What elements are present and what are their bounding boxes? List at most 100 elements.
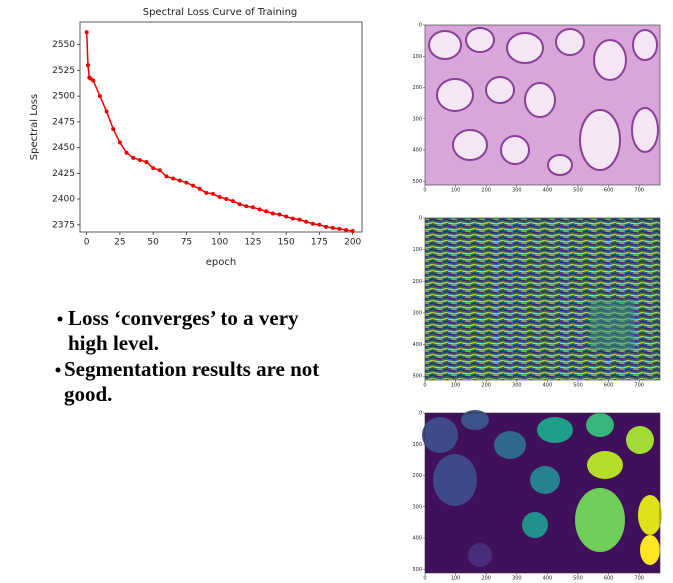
x-tick-label: 25 xyxy=(114,238,125,248)
loss-point xyxy=(84,30,89,35)
loss-point xyxy=(250,205,255,210)
loss-point xyxy=(144,160,149,164)
image-x-tick-label: 100 xyxy=(451,188,461,194)
y-axis-label: Spectral Loss xyxy=(29,94,40,160)
loss-point xyxy=(91,78,96,83)
image-panel xyxy=(425,25,660,185)
image-y-tick-label: 0 xyxy=(419,216,422,222)
image-x-tick-label: 300 xyxy=(512,188,522,194)
image-y-tick-label: 300 xyxy=(412,310,422,316)
bullet-markers xyxy=(55,316,63,373)
image-panel xyxy=(425,218,660,380)
image-x-tick-label: 100 xyxy=(451,576,461,582)
image-y-tick-label: 100 xyxy=(412,442,422,448)
image-x-tick-label: 600 xyxy=(604,576,614,582)
x-tick-label: 175 xyxy=(311,238,328,248)
loss-point xyxy=(97,94,102,99)
bullet: Segmentation results are not good. xyxy=(64,357,320,406)
loss-point xyxy=(244,204,249,209)
y-tick-label: 2450 xyxy=(52,143,75,153)
y-tick-label: 2525 xyxy=(52,66,75,76)
image-y-tick-label: 300 xyxy=(412,116,422,122)
y-tick-label: 2475 xyxy=(52,117,75,127)
image-x-tick-label: 700 xyxy=(634,576,644,582)
image-x-tick-label: 600 xyxy=(604,188,614,194)
bullet: Loss ‘converges’ to a very high level. xyxy=(68,306,299,355)
loss-point xyxy=(297,217,302,222)
x-tick-label: 200 xyxy=(344,238,361,248)
image-y-tick-label: 200 xyxy=(412,279,422,285)
loss-point xyxy=(124,150,129,155)
loss-point xyxy=(304,219,309,224)
image-y-tick-label: 100 xyxy=(412,54,422,60)
loss-point xyxy=(104,109,109,114)
loss-point xyxy=(211,191,216,196)
loss-point xyxy=(344,227,349,232)
x-tick-label: 100 xyxy=(211,238,228,248)
image-x-tick-label: 400 xyxy=(543,383,553,389)
image-y-tick-label: 0 xyxy=(419,411,422,417)
image-panel xyxy=(422,410,662,573)
image-y-tick-label: 0 xyxy=(419,23,422,29)
loss-point xyxy=(171,176,176,181)
x-tick-label: 0 xyxy=(84,238,90,248)
image-frame xyxy=(424,412,661,574)
image-x-tick-label: 400 xyxy=(543,576,553,582)
loss-point xyxy=(350,228,355,233)
image-y-tick-label: 200 xyxy=(412,85,422,91)
image-x-tick-label: 0 xyxy=(423,383,426,389)
y-tick-label: 2375 xyxy=(52,220,75,230)
image-x-tick-label: 0 xyxy=(423,188,426,194)
loss-point xyxy=(277,212,282,217)
image-x-tick-label: 200 xyxy=(481,383,491,389)
y-tick-label: 2550 xyxy=(52,40,75,50)
image-y-tick-label: 200 xyxy=(412,473,422,479)
image-y-tick-label: 100 xyxy=(412,247,422,253)
y-tick-label: 2400 xyxy=(52,195,75,205)
x-tick-label: 150 xyxy=(278,238,295,248)
image-x-tick-label: 0 xyxy=(423,576,426,582)
loss-point xyxy=(284,214,289,219)
image-x-tick-label: 300 xyxy=(512,576,522,582)
loss-point xyxy=(330,225,335,230)
image-y-tick-label: 500 xyxy=(412,567,422,573)
image-y-tick-label: 400 xyxy=(412,342,422,348)
image-frame xyxy=(424,217,661,381)
loss-point xyxy=(264,209,269,214)
loss-point xyxy=(164,174,169,179)
loss-point xyxy=(157,168,162,173)
image-x-tick-label: 300 xyxy=(512,383,522,389)
image-x-tick-label: 500 xyxy=(573,188,583,194)
loss-point xyxy=(217,195,222,199)
loss-point xyxy=(151,166,156,171)
loss-point xyxy=(111,127,116,132)
image-y-tick-label: 400 xyxy=(412,148,422,154)
image-x-tick-label: 700 xyxy=(634,188,644,194)
loss-point xyxy=(204,190,209,195)
image-x-tick-label: 600 xyxy=(604,383,614,389)
image-frame xyxy=(424,24,661,186)
loss-point xyxy=(337,226,342,231)
image-x-tick-label: 200 xyxy=(481,576,491,582)
loss-point xyxy=(257,207,262,212)
x-tick-label: 50 xyxy=(147,238,159,248)
loss-point xyxy=(85,63,90,68)
loss-point xyxy=(237,202,242,207)
loss-point xyxy=(224,197,229,202)
loss-point xyxy=(137,157,142,162)
plot-frame xyxy=(79,21,363,233)
loss-point xyxy=(191,183,196,188)
loss-point xyxy=(290,216,295,221)
x-axis-label: epoch xyxy=(206,257,236,268)
chart-title: Spectral Loss Curve of Training xyxy=(143,7,298,18)
image-y-tick-label: 400 xyxy=(412,536,422,542)
loss-point xyxy=(230,199,235,204)
y-tick-label: 2500 xyxy=(52,92,75,102)
loss-point xyxy=(324,224,329,229)
image-y-tick-label: 500 xyxy=(412,179,422,185)
y-tick-label: 2425 xyxy=(52,169,75,179)
loss-point xyxy=(177,178,182,183)
loss-point xyxy=(270,211,275,216)
